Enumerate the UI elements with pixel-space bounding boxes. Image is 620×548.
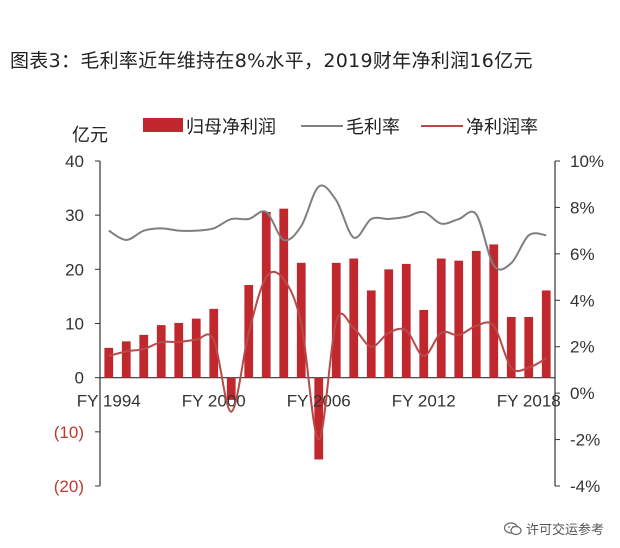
left-tick-label: 10 bbox=[65, 315, 84, 334]
bar-net-profit bbox=[384, 269, 394, 378]
bar-net-profit bbox=[226, 377, 236, 400]
right-tick-label: 10% bbox=[570, 152, 604, 171]
right-tick-label: 0% bbox=[570, 384, 595, 403]
chart-title: 图表3：毛利率近年维持在8%水平，2019财年净利润16亿元 bbox=[10, 50, 533, 72]
bar-net-profit bbox=[454, 260, 464, 378]
right-tick-label: 4% bbox=[570, 291, 595, 310]
plot-area: (20) (10) 0 10 20 30 40 -4% -2% 0% 2% 4% 6% 8% 10% FY 1… bbox=[54, 152, 604, 496]
right-tick-label: 8% bbox=[570, 198, 595, 217]
bar-net-profit bbox=[174, 322, 184, 378]
bar-net-profit bbox=[401, 263, 411, 378]
x-tick-label: FY 2000 bbox=[182, 392, 246, 411]
bar-net-profit bbox=[366, 290, 376, 378]
x-tick-label: FY 1994 bbox=[77, 392, 141, 411]
bar-net-profit bbox=[471, 250, 481, 378]
line-gross-margin bbox=[108, 184, 547, 271]
x-tick-label: FY 2018 bbox=[497, 392, 561, 411]
watermark: 许可交运参考 bbox=[503, 519, 604, 538]
line-net-margin bbox=[108, 270, 547, 441]
bar-net-profit bbox=[121, 341, 131, 378]
x-tick-label: FY 2006 bbox=[287, 392, 351, 411]
bar-net-profit bbox=[156, 325, 166, 378]
left-tick-label: 0 bbox=[75, 369, 84, 388]
bar-net-profit bbox=[541, 290, 551, 378]
bar-net-profit bbox=[261, 211, 271, 378]
left-tick-label: 40 bbox=[65, 152, 84, 171]
bar-net-profit bbox=[349, 258, 359, 378]
x-tick-label: FY 2012 bbox=[392, 392, 456, 411]
right-tick-label: 6% bbox=[570, 245, 595, 264]
bar-net-profit bbox=[506, 317, 516, 378]
bar-net-profit bbox=[191, 318, 201, 378]
bar-net-profit bbox=[104, 347, 114, 378]
left-axis-unit: 亿元 bbox=[72, 125, 108, 146]
legend-label-net-profit: 归母净利润 bbox=[186, 117, 276, 138]
left-tick-label: 30 bbox=[65, 206, 84, 225]
left-tick-label: (20) bbox=[54, 477, 84, 496]
bar-net-profit bbox=[489, 244, 499, 378]
bar-net-profit bbox=[524, 317, 534, 378]
bar-net-profit bbox=[279, 208, 289, 378]
bar-net-profit bbox=[419, 309, 429, 378]
right-tick-label: -2% bbox=[570, 431, 600, 450]
bar-net-profit bbox=[139, 334, 149, 378]
right-tick-label: 2% bbox=[570, 338, 595, 357]
wechat-icon bbox=[503, 521, 522, 535]
left-tick-label: 20 bbox=[65, 260, 84, 279]
right-tick-label: -4% bbox=[570, 477, 600, 496]
legend-swatch-net-profit bbox=[143, 118, 183, 132]
legend-label-gross-margin: 毛利率 bbox=[346, 117, 400, 138]
legend-label-net-margin: 净利润率 bbox=[466, 117, 538, 138]
bar-net-profit bbox=[209, 308, 219, 378]
left-tick-label: (10) bbox=[54, 423, 84, 442]
bar-net-profit bbox=[436, 258, 446, 378]
watermark-text: 许可交运参考 bbox=[525, 523, 604, 538]
bar-net-profit bbox=[314, 377, 324, 460]
legend: 归母净利润 毛利率 净利润率 bbox=[143, 117, 538, 138]
